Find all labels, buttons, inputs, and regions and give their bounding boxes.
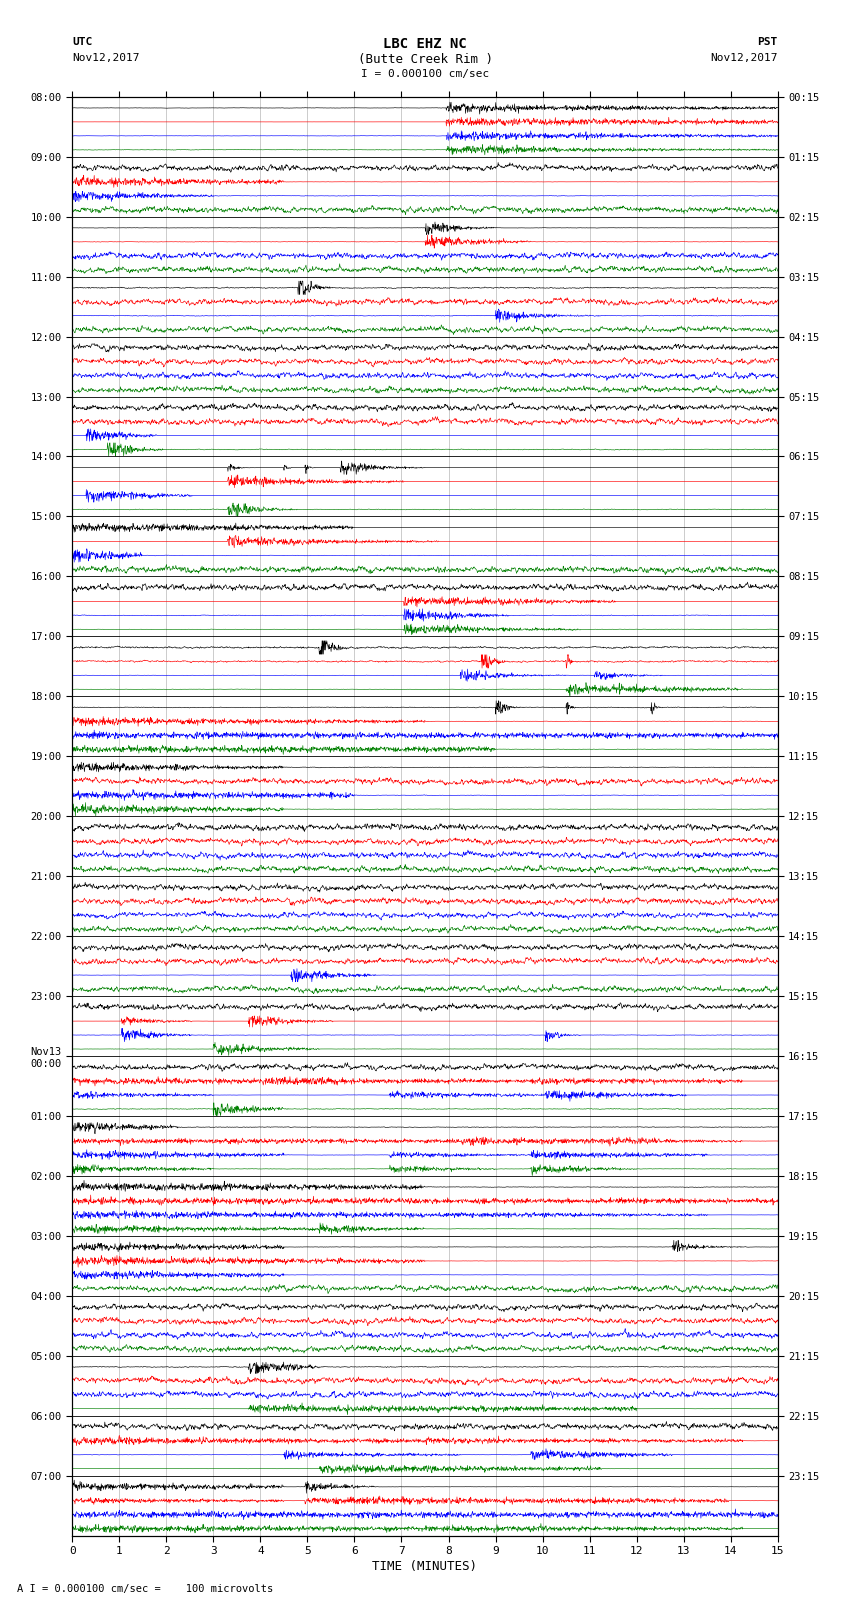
Text: Nov12,2017: Nov12,2017 bbox=[72, 53, 139, 63]
Text: PST: PST bbox=[757, 37, 778, 47]
Text: LBC EHZ NC: LBC EHZ NC bbox=[383, 37, 467, 52]
X-axis label: TIME (MINUTES): TIME (MINUTES) bbox=[372, 1560, 478, 1573]
Text: A I = 0.000100 cm/sec =    100 microvolts: A I = 0.000100 cm/sec = 100 microvolts bbox=[17, 1584, 273, 1594]
Text: Nov12,2017: Nov12,2017 bbox=[711, 53, 778, 63]
Text: I = 0.000100 cm/sec: I = 0.000100 cm/sec bbox=[361, 69, 489, 79]
Text: (Butte Creek Rim ): (Butte Creek Rim ) bbox=[358, 53, 492, 66]
Text: UTC: UTC bbox=[72, 37, 93, 47]
